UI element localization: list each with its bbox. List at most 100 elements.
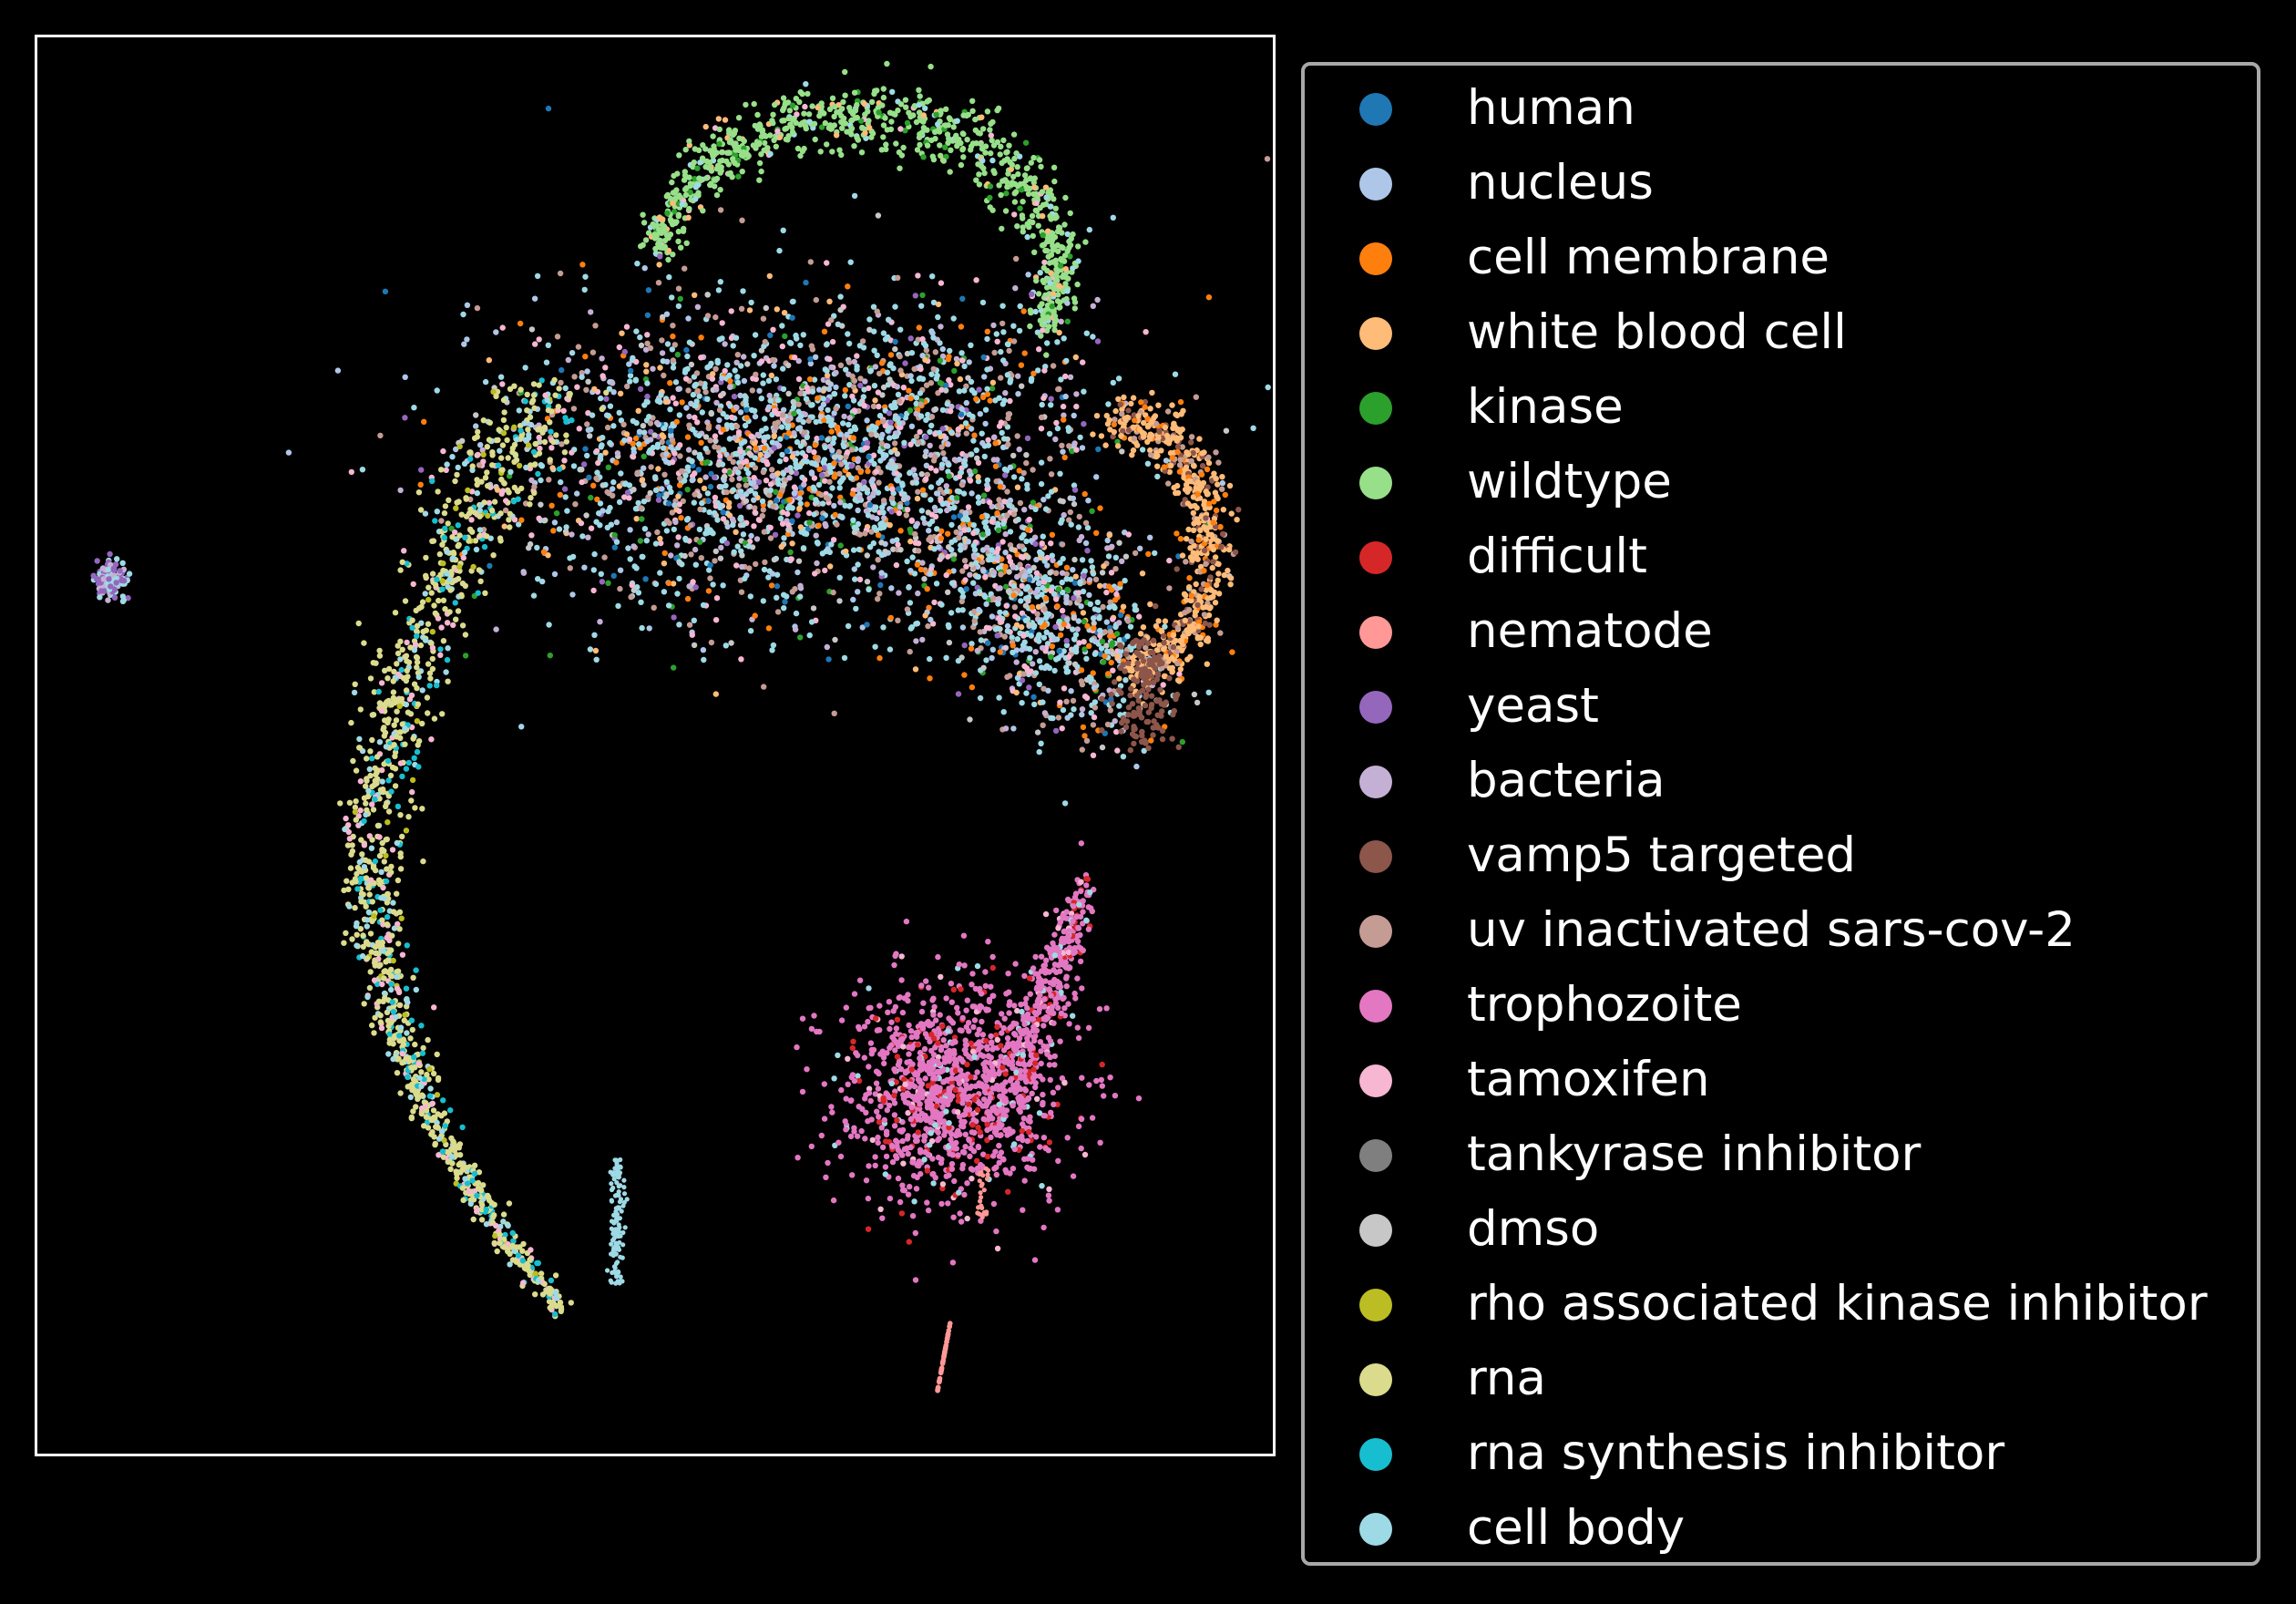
scatter-point: [948, 147, 954, 153]
scatter-point: [717, 453, 723, 459]
scatter-point: [462, 653, 469, 659]
scatter-point: [1094, 599, 1102, 606]
scatter-point: [793, 610, 800, 617]
scatter-point: [1116, 620, 1122, 626]
scatter-point: [1071, 500, 1078, 508]
scatter-point: [797, 121, 804, 128]
scatter-point: [753, 536, 761, 542]
scatter-point: [773, 488, 779, 495]
scatter-point: [1082, 540, 1090, 547]
scatter-point: [1055, 248, 1061, 254]
scatter-point: [686, 413, 692, 420]
scatter-point: [791, 484, 798, 490]
scatter-point: [975, 494, 982, 500]
scatter-point: [1045, 253, 1051, 260]
scatter-point: [951, 457, 958, 463]
scatter-point: [789, 314, 795, 321]
scatter-point: [692, 196, 699, 202]
scatter-point: [726, 499, 733, 506]
scatter-point: [595, 459, 601, 467]
scatter-point: [769, 647, 775, 653]
scatter-point: [810, 605, 817, 612]
scatter-point: [672, 195, 679, 201]
scatter-point: [397, 487, 404, 494]
scatter-point: [692, 491, 698, 498]
scatter-point: [1044, 284, 1051, 291]
scatter-point: [913, 118, 920, 126]
scatter-point: [658, 392, 664, 398]
scatter-point: [928, 380, 935, 386]
scatter-point: [1210, 536, 1216, 542]
scatter-point: [805, 111, 813, 118]
scatter-point: [774, 306, 780, 313]
scatter-point: [917, 566, 925, 573]
scatter-point: [597, 619, 603, 625]
scatter-point: [788, 556, 794, 562]
scatter-point: [723, 643, 729, 649]
scatter-point: [698, 355, 704, 361]
scatter-point: [846, 421, 852, 428]
scatter-point: [797, 152, 804, 159]
scatter-point: [748, 406, 755, 414]
scatter-point: [743, 415, 750, 421]
scatter-point: [473, 412, 479, 418]
scatter-point: [996, 182, 1002, 189]
scatter-point: [1004, 673, 1010, 680]
scatter-point: [877, 581, 884, 589]
scatter-point: [876, 479, 882, 486]
scatter-point: [991, 349, 998, 356]
scatter-point: [1008, 376, 1014, 383]
scatter-point: [779, 343, 785, 350]
scatter-point: [795, 375, 803, 383]
scatter-point: [820, 459, 826, 466]
scatter-point: [627, 378, 633, 385]
scatter-point: [797, 585, 805, 591]
scatter-point: [728, 308, 734, 314]
scatter-point: [1013, 189, 1020, 195]
scatter-point: [753, 560, 759, 568]
scatter-point: [774, 583, 781, 590]
scatter-point: [1177, 398, 1184, 406]
scatter-point: [1056, 299, 1063, 306]
scatter-point: [894, 384, 900, 390]
scatter-point: [1148, 737, 1154, 744]
scatter-point: [781, 535, 787, 541]
scatter-point: [434, 387, 440, 394]
scatter-point: [1166, 557, 1173, 564]
scatter-point: [887, 646, 894, 653]
scatter-point: [600, 508, 606, 514]
scatter-point: [1054, 603, 1061, 610]
scatter-point: [959, 295, 966, 302]
scatter-point: [1090, 334, 1096, 340]
scatter-point: [659, 221, 666, 228]
scatter-point: [1073, 649, 1080, 655]
scatter-point: [923, 382, 930, 388]
scatter-point: [726, 436, 733, 442]
scatter-point: [499, 381, 506, 387]
scatter-point: [920, 112, 927, 118]
scatter-point: [676, 412, 682, 418]
scatter-point: [923, 347, 929, 354]
scatter-point: [1059, 725, 1065, 732]
scatter-point: [866, 454, 872, 460]
scatter-point: [957, 375, 964, 383]
scatter-point: [548, 502, 555, 509]
scatter-point: [940, 450, 947, 457]
scatter-point: [645, 287, 652, 293]
scatter-point: [770, 356, 776, 364]
scatter-point: [946, 544, 952, 550]
scatter-point: [1080, 724, 1087, 731]
scatter-point: [676, 575, 682, 582]
scatter-point: [674, 351, 682, 358]
scatter-point: [1060, 403, 1067, 410]
scatter-point: [834, 521, 840, 528]
scatter-point: [1161, 464, 1168, 470]
scatter-point: [737, 392, 743, 399]
scatter-point: [1121, 394, 1127, 401]
scatter-point: [990, 434, 998, 441]
scatter-point: [871, 524, 877, 530]
scatter-point: [1182, 610, 1188, 616]
scatter-point: [857, 375, 864, 382]
scatter-point: [700, 602, 707, 609]
scatter-point: [796, 495, 804, 502]
